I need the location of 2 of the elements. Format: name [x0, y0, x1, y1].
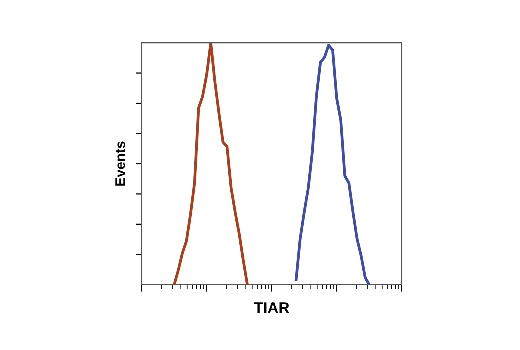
x-axis-title: TIAR	[254, 302, 290, 314]
y-axis-title: Events	[116, 142, 126, 186]
